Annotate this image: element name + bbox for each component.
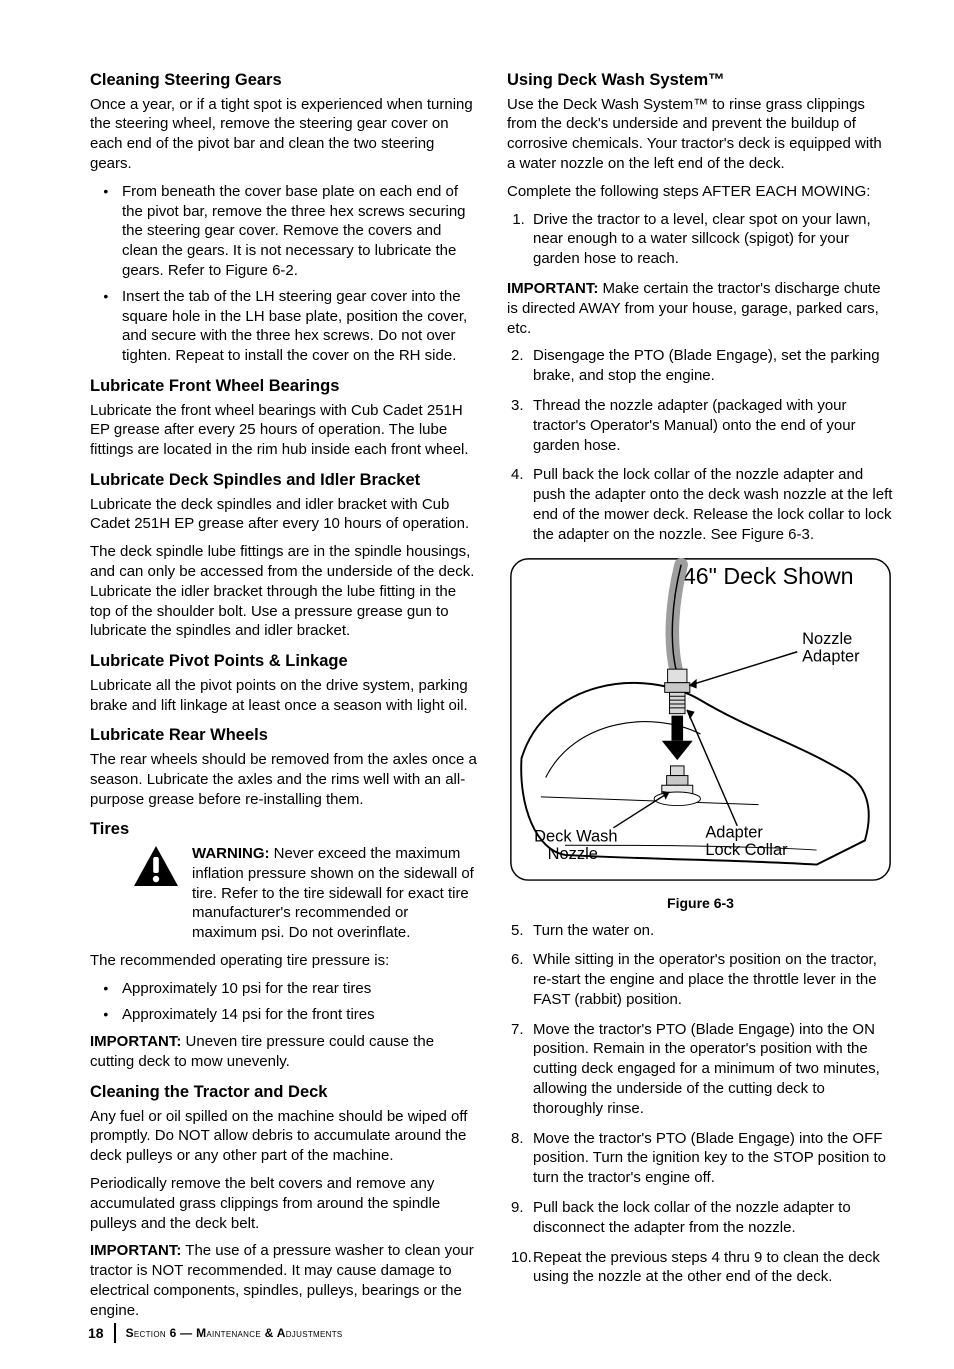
- step-item: Drive the tractor to a level, clear spot…: [529, 210, 894, 269]
- para: Any fuel or oil spilled on the machine s…: [90, 1107, 477, 1166]
- list-item: Insert the tab of the LH steering gear c…: [120, 287, 477, 366]
- heading-lubricate-front-wheel: Lubricate Front Wheel Bearings: [90, 376, 477, 397]
- step-item: 5.Turn the water on.: [507, 921, 894, 941]
- step-item: 9.Pull back the lock collar of the nozzl…: [507, 1198, 894, 1238]
- list-item: Approximately 14 psi for the front tires: [120, 1005, 477, 1025]
- steps-list-3: 5.Turn the water on. 6.While sitting in …: [507, 921, 894, 1288]
- para: Lubricate all the pivot points on the dr…: [90, 676, 477, 716]
- step-item: 3.Thread the nozzle adapter (packaged wi…: [507, 396, 894, 455]
- page-footer: 18 Section 6 — Maintenance & Adjustments: [88, 1323, 343, 1343]
- important-note: IMPORTANT: The use of a pressure washer …: [90, 1241, 477, 1320]
- para: Use the Deck Wash System™ to rinse grass…: [507, 95, 894, 174]
- para: Lubricate the front wheel bearings with …: [90, 401, 477, 460]
- para: The recommended operating tire pressure …: [90, 951, 477, 971]
- para: Periodically remove the belt covers and …: [90, 1174, 477, 1233]
- heading-deck-wash: Using Deck Wash System™: [507, 70, 894, 91]
- step-item: 4.Pull back the lock collar of the nozzl…: [507, 465, 894, 544]
- heading-cleaning-tractor-deck: Cleaning the Tractor and Deck: [90, 1082, 477, 1103]
- para: Lubricate the deck spindles and idler br…: [90, 495, 477, 535]
- step-item: 7.Move the tractor's PTO (Blade Engage) …: [507, 1020, 894, 1119]
- para: The rear wheels should be removed from t…: [90, 750, 477, 809]
- heading-lubricate-rear-wheels: Lubricate Rear Wheels: [90, 725, 477, 746]
- para: The deck spindle lube fittings are in th…: [90, 542, 477, 641]
- important-note: IMPORTANT: Make certain the tractor's di…: [507, 279, 894, 338]
- right-column: Using Deck Wash System™ Use the Deck Was…: [507, 60, 894, 1329]
- left-column: Cleaning Steering Gears Once a year, or …: [90, 60, 477, 1329]
- heading-lubricate-pivot: Lubricate Pivot Points & Linkage: [90, 651, 477, 672]
- warning-text: WARNING: Never exceed the maximum inflat…: [192, 844, 477, 943]
- figure-caption: Figure 6-3: [507, 895, 894, 911]
- heading-cleaning-steering-gears: Cleaning Steering Gears: [90, 70, 477, 91]
- heading-lubricate-deck-spindles: Lubricate Deck Spindles and Idler Bracke…: [90, 470, 477, 491]
- warning-icon: [132, 844, 180, 888]
- page-number: 18: [88, 1325, 104, 1341]
- step-item: 6.While sitting in the operator's positi…: [507, 950, 894, 1009]
- step-item: 10.Repeat the previous steps 4 thru 9 to…: [507, 1248, 894, 1288]
- steps-list-1: Drive the tractor to a level, clear spot…: [507, 210, 894, 269]
- footer-divider: [114, 1323, 116, 1343]
- warning-block: WARNING: Never exceed the maximum inflat…: [132, 844, 477, 943]
- deck-diagram: 46" Deck Shown: [507, 555, 894, 884]
- list-item: From beneath the cover base plate on eac…: [120, 182, 477, 281]
- footer-section: Section 6 — Maintenance & Adjustments: [126, 1326, 343, 1340]
- para: Complete the following steps AFTER EACH …: [507, 182, 894, 202]
- list-cleaning-steering: From beneath the cover base plate on eac…: [90, 182, 477, 366]
- steps-list-2: 2.Disengage the PTO (Blade Engage), set …: [507, 346, 894, 544]
- step-item: 2.Disengage the PTO (Blade Engage), set …: [507, 346, 894, 386]
- list-tire-pressure: Approximately 10 psi for the rear tires …: [90, 979, 477, 1025]
- step-item: 8.Move the tractor's PTO (Blade Engage) …: [507, 1129, 894, 1188]
- figure-6-3: 46" Deck Shown: [507, 555, 894, 889]
- figure-title: 46" Deck Shown: [683, 563, 854, 589]
- heading-tires: Tires: [90, 819, 477, 840]
- list-item: Approximately 10 psi for the rear tires: [120, 979, 477, 999]
- important-note: IMPORTANT: Uneven tire pressure could ca…: [90, 1032, 477, 1072]
- label-nozzle-adapter: NozzleAdapter: [802, 630, 860, 665]
- para: Once a year, or if a tight spot is exper…: [90, 95, 477, 174]
